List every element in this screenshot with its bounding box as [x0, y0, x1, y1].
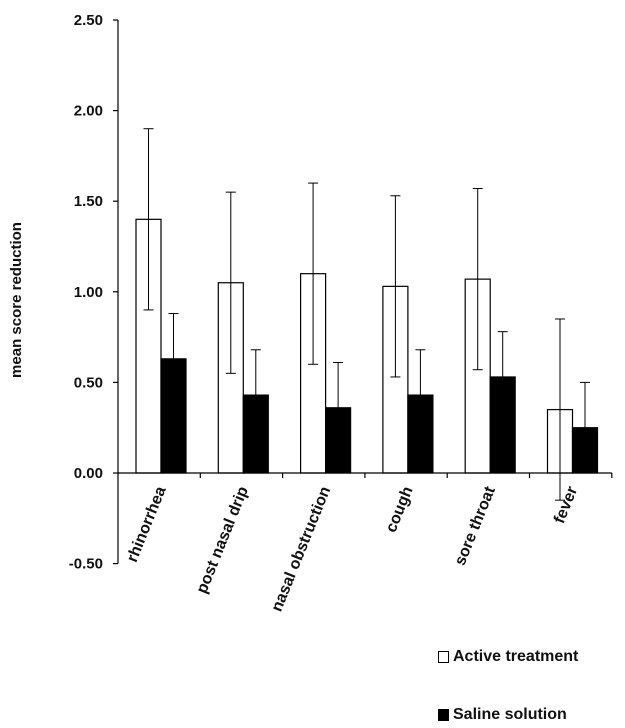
- legend-label-saline: Saline solution: [453, 706, 567, 723]
- y-tick-label: 0.00: [74, 465, 103, 482]
- x-axis-ticks: [199, 473, 613, 478]
- y-tick-label: 0.50: [74, 374, 103, 391]
- bar-saline: [160, 358, 187, 474]
- y-axis-title: mean score reduction: [8, 222, 25, 378]
- category-label: fever: [551, 484, 581, 526]
- y-tick-label: -0.50: [69, 556, 103, 573]
- category-labels: rhinorrhea post nasal drip nasal obstructi…: [124, 484, 581, 615]
- category-label: nasal obstruction: [269, 484, 335, 614]
- y-tick-label: 2.00: [74, 103, 103, 120]
- y-tick-label: 1.00: [74, 284, 103, 301]
- y-axis-ticks: 2.50 2.00 1.50 1.00 0.50 0.00 -0.50: [69, 12, 118, 573]
- category-label: sore throat: [452, 484, 499, 568]
- legend-swatch-saline: [438, 709, 449, 721]
- bars: [135, 218, 599, 474]
- category-label: cough: [383, 484, 417, 535]
- y-tick-label: 1.50: [74, 193, 103, 210]
- legend-label-active: Active treatment: [453, 648, 579, 665]
- legend-item-active: Active treatment: [438, 648, 578, 666]
- legend-item-saline: Saline solution: [438, 706, 567, 724]
- category-label: rhinorrhea: [124, 484, 170, 565]
- error-bars: [143, 128, 590, 501]
- category-label: post nasal drip: [194, 484, 252, 596]
- y-tick-label: 2.50: [74, 12, 103, 29]
- legend-swatch-active: [438, 651, 449, 663]
